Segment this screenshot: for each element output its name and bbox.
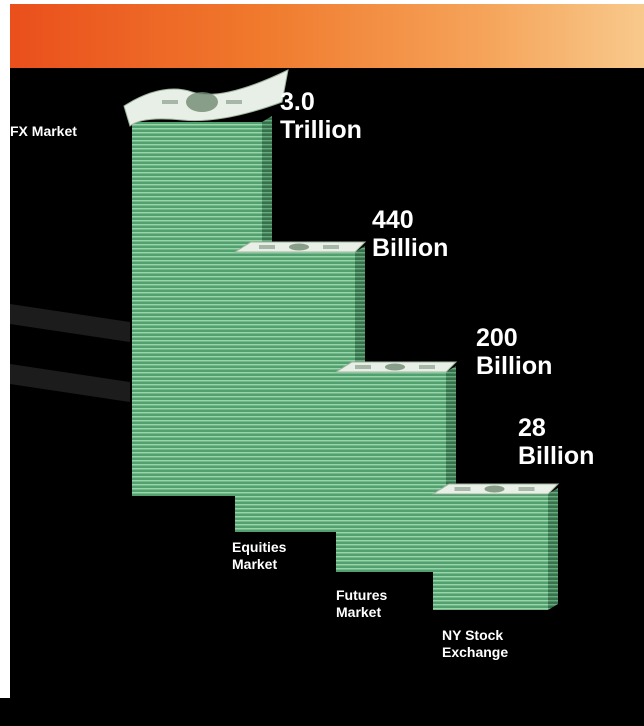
bar-stack-4 xyxy=(431,483,560,610)
value-label-line: Billion xyxy=(518,442,594,470)
value-label-line: Trillion xyxy=(280,116,362,144)
chart-frame: 3.0 Trillion FX Market 440 Billion Equities Ma… xyxy=(10,4,644,698)
value-label-line: Billion xyxy=(372,234,448,262)
dollar-bill-icon xyxy=(233,241,367,253)
category-label-line: Market xyxy=(232,556,277,572)
value-label-2: 440 Billion xyxy=(372,206,448,262)
bottom-strip xyxy=(0,698,644,726)
category-label-2: Equities Market xyxy=(232,539,287,572)
background-streaks xyxy=(10,304,130,402)
value-label-3: 200 Billion xyxy=(476,324,552,380)
dollar-bill-icon xyxy=(334,361,458,373)
category-label-4: NY Stock Exchange xyxy=(442,627,508,660)
dollar-bill-icon xyxy=(123,69,289,127)
dollar-bill-icon xyxy=(431,483,560,495)
value-label-4: 28 Billion xyxy=(518,414,594,470)
category-label-line: Exchange xyxy=(442,644,508,660)
bar-front xyxy=(433,494,548,610)
value-label-line: 440 xyxy=(372,206,414,234)
bar-front xyxy=(336,372,446,572)
value-label-line: 200 xyxy=(476,324,518,352)
category-label-line: Market xyxy=(336,604,381,620)
category-label-line: NY Stock xyxy=(442,627,503,643)
orange-banner xyxy=(10,4,644,68)
bar-front xyxy=(235,252,355,532)
value-label-line: 28 xyxy=(518,414,546,442)
category-label-3: Futures Market xyxy=(336,587,388,620)
category-label-line: Equities xyxy=(232,539,287,555)
value-label-line: Billion xyxy=(476,352,552,380)
bar-side xyxy=(548,488,558,610)
category-label-1: FX Market xyxy=(10,123,77,139)
value-label-1: 3.0 Trillion xyxy=(280,88,362,144)
category-label-line: FX Market xyxy=(10,123,77,139)
category-label-line: Futures xyxy=(336,587,388,603)
value-label-line: 3.0 xyxy=(280,88,315,116)
